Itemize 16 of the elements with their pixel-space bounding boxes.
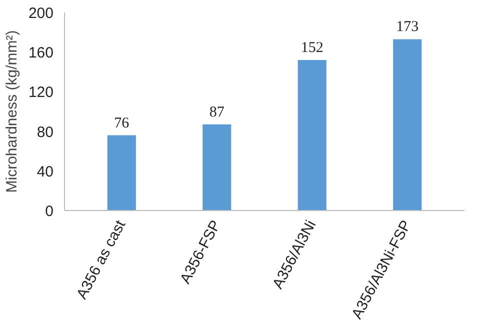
bar bbox=[298, 60, 326, 210]
y-axis-title: Microhardness (kg/mm²) bbox=[3, 30, 20, 193]
bar bbox=[393, 39, 422, 210]
y-tick-label: 40 bbox=[36, 163, 54, 180]
bar bbox=[202, 124, 232, 210]
y-tick-label: 200 bbox=[28, 5, 54, 22]
y-tick-label: 120 bbox=[28, 84, 54, 102]
y-tick-label: 160 bbox=[28, 44, 54, 62]
x-tick-label: A356 as cast bbox=[73, 216, 130, 302]
data-label: 87 bbox=[209, 104, 225, 120]
data-label: 173 bbox=[396, 19, 419, 36]
data-label: 76 bbox=[114, 115, 130, 132]
y-tick-label: 0 bbox=[45, 203, 54, 220]
bar bbox=[107, 135, 136, 210]
y-tick-label: 80 bbox=[36, 124, 54, 141]
data-label: 152 bbox=[300, 40, 324, 56]
